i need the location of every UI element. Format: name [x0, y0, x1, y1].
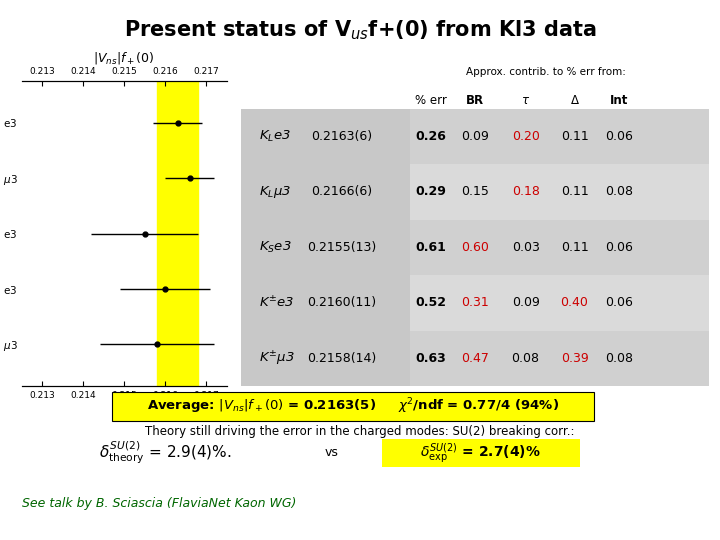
Text: 0.2163(6): 0.2163(6) [312, 130, 372, 143]
Text: 0.06: 0.06 [606, 130, 633, 143]
Text: 0.20: 0.20 [512, 130, 539, 143]
Text: 0.61: 0.61 [415, 241, 446, 254]
Text: $\Delta$: $\Delta$ [570, 94, 580, 107]
Text: 0.11: 0.11 [561, 130, 588, 143]
Text: 0.2160(11): 0.2160(11) [307, 296, 377, 309]
Text: vs: vs [324, 446, 338, 459]
Text: 0.31: 0.31 [462, 296, 489, 309]
Text: Int: Int [610, 94, 629, 107]
Text: Theory still driving the error in the charged modes: SU(2) breaking corr.:: Theory still driving the error in the ch… [145, 425, 575, 438]
Text: 0.09: 0.09 [512, 296, 539, 309]
Text: 0.06: 0.06 [606, 296, 633, 309]
Text: 0.26: 0.26 [415, 130, 446, 143]
Text: $\delta^{SU(2)}_{\rm theory}$ = 2.9(4)%.: $\delta^{SU(2)}_{\rm theory}$ = 2.9(4)%. [99, 439, 232, 466]
Text: BR: BR [466, 94, 485, 107]
Text: 0.09: 0.09 [462, 130, 489, 143]
Text: Present status of V$_{us}$f+(0) from Kl3 data: Present status of V$_{us}$f+(0) from Kl3… [124, 19, 596, 43]
Text: 0.03: 0.03 [512, 241, 539, 254]
Text: $K_S$e3: $K_S$e3 [259, 240, 292, 255]
X-axis label: $|V_{ns}|f_+(0)$: $|V_{ns}|f_+(0)$ [94, 50, 155, 66]
Text: Approx. contrib. to % err from:: Approx. contrib. to % err from: [466, 66, 626, 77]
Text: $K^{\pm}$$\mu$3: $K^{\pm}$$\mu$3 [259, 349, 295, 368]
Text: 0.08: 0.08 [512, 352, 539, 365]
Text: $\tau$: $\tau$ [521, 94, 530, 107]
Text: 0.18: 0.18 [512, 185, 539, 198]
Text: 0.06: 0.06 [606, 241, 633, 254]
Text: 0.11: 0.11 [561, 185, 588, 198]
Text: 0.15: 0.15 [462, 185, 489, 198]
Text: 0.2155(13): 0.2155(13) [307, 241, 377, 254]
Text: 0.08: 0.08 [606, 352, 633, 365]
Text: $K_L$$\mu$3: $K_L$$\mu$3 [259, 184, 292, 200]
Text: $K^{\pm}$e3: $K^{\pm}$e3 [259, 295, 294, 310]
Text: $K_L$e3: $K_L$e3 [259, 129, 291, 144]
Text: 0.2158(14): 0.2158(14) [307, 352, 377, 365]
Text: 0.52: 0.52 [415, 296, 446, 309]
Text: 0.47: 0.47 [462, 352, 489, 365]
Text: See talk by B. Sciascia (FlaviaNet Kaon WG): See talk by B. Sciascia (FlaviaNet Kaon … [22, 497, 296, 510]
Text: 0.40: 0.40 [561, 296, 588, 309]
Text: 0.2166(6): 0.2166(6) [312, 185, 372, 198]
Text: Average: $|V_{ns}|f_+(0)$ = 0.2163(5)     $\chi^2$/ndf = 0.77/4 (94%): Average: $|V_{ns}|f_+(0)$ = 0.2163(5) $\… [147, 396, 559, 416]
Bar [157, 81, 198, 386]
Text: 0.60: 0.60 [462, 241, 489, 254]
Text: 0.29: 0.29 [415, 185, 446, 198]
Text: 0.39: 0.39 [561, 352, 588, 365]
Text: $\delta^{SU(2)}_{\rm exp}$ = 2.7(4)%: $\delta^{SU(2)}_{\rm exp}$ = 2.7(4)% [420, 441, 541, 465]
Text: 0.08: 0.08 [606, 185, 633, 198]
Text: % err: % err [415, 94, 446, 107]
Text: 0.11: 0.11 [561, 241, 588, 254]
Text: 0.63: 0.63 [415, 352, 446, 365]
